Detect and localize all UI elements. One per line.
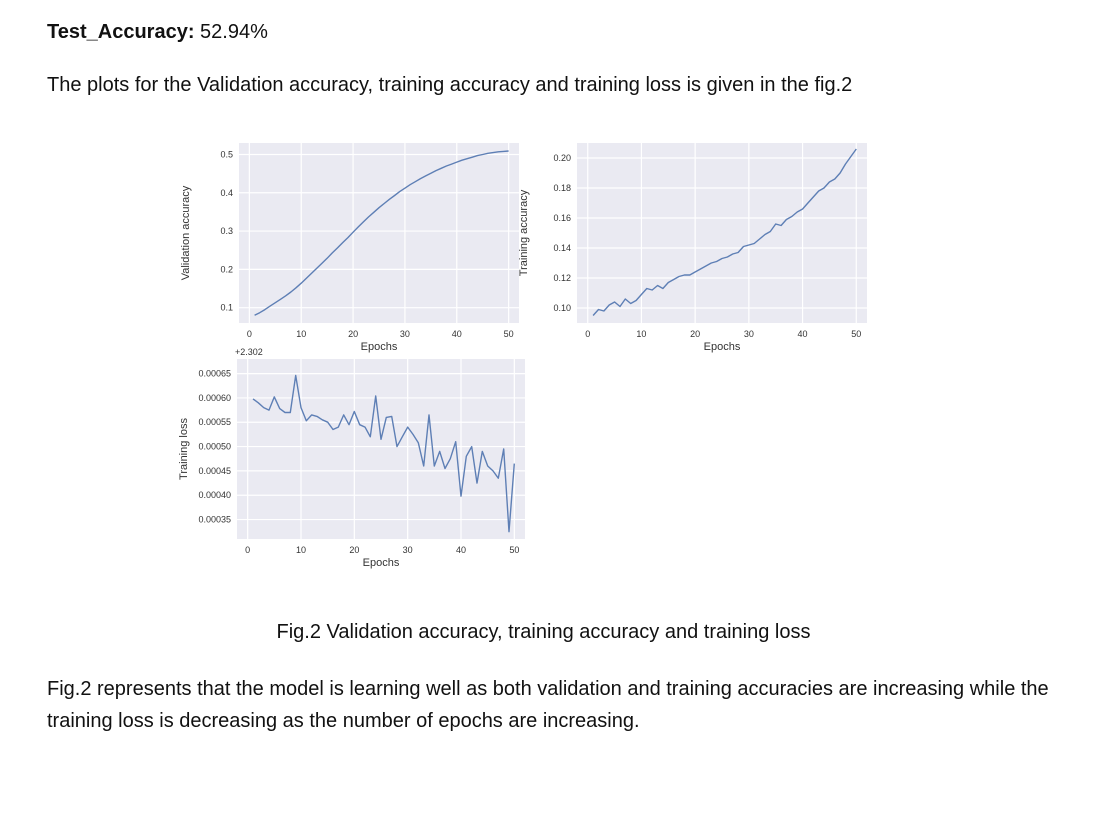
x-tick-label: 30	[744, 329, 754, 339]
x-tick-label: 20	[348, 329, 358, 339]
y-tick-label: 0.16	[553, 213, 571, 223]
test-accuracy-line: Test_Accuracy: 52.94%	[47, 20, 268, 44]
training-accuracy-chart: 0 10 20 30 40 50 0.10 0.12 0.14 0.16 0.18 0.20 Epoch…	[518, 143, 867, 353]
x-tick-label: 0	[585, 329, 590, 339]
plot-area	[237, 359, 525, 539]
y-tick-label: 0.4	[220, 188, 233, 198]
y-tick-label: 0.00040	[198, 490, 231, 500]
train-series-line	[592, 148, 857, 316]
loss-series-line	[252, 374, 515, 533]
training-loss-chart: 0 10 20 30 40 50 0.00035 0.00040 0.00045 0.00050 0…	[178, 347, 525, 569]
y-tick-label: 0.10	[553, 303, 571, 313]
x-tick-label: 40	[798, 329, 808, 339]
y-tick-label: 0.00035	[198, 515, 231, 525]
x-tick-label: 10	[636, 329, 646, 339]
x-tick-label: 0	[245, 545, 250, 555]
plot-area	[239, 143, 519, 323]
x-axis-label: Epochs	[704, 341, 741, 353]
y-tick-label: 0.3	[220, 226, 233, 236]
y-offset-label: +2.302	[235, 347, 263, 357]
y-tick-label: 0.00045	[198, 466, 231, 476]
x-tick-label: 50	[851, 329, 861, 339]
body-paragraph: Fig.2 represents that the model is learn…	[47, 678, 1049, 732]
y-tick-label: 0.00055	[198, 417, 231, 427]
y-tick-label: 0.20	[553, 153, 571, 163]
y-axis-label: Training loss	[178, 418, 190, 480]
test-accuracy-label: Test_Accuracy:	[47, 21, 195, 43]
figure-caption: Fig.2 Validation accuracy, training accu…	[276, 621, 811, 643]
intro-paragraph: The plots for the Validation accuracy, t…	[47, 74, 853, 96]
x-tick-label: 20	[690, 329, 700, 339]
x-tick-label: 50	[504, 329, 514, 339]
y-tick-label: 0.1	[220, 303, 233, 313]
x-tick-label: 30	[400, 329, 410, 339]
x-axis-label: Epochs	[361, 341, 398, 353]
y-tick-label: 0.5	[220, 149, 233, 159]
plot-area	[577, 143, 867, 323]
test-accuracy-value: 52.94%	[200, 21, 268, 43]
x-tick-label: 10	[296, 545, 306, 555]
val-series-line	[254, 150, 509, 316]
x-tick-label: 20	[349, 545, 359, 555]
y-tick-label: 0.14	[553, 243, 571, 253]
x-tick-label: 40	[456, 545, 466, 555]
x-tick-label: 50	[509, 545, 519, 555]
y-tick-label: 0.18	[553, 183, 571, 193]
x-tick-label: 30	[403, 545, 413, 555]
y-tick-label: 0.2	[220, 264, 233, 274]
y-axis-label: Training accuracy	[518, 189, 530, 276]
validation-accuracy-chart: 0 10 20 30 40 50 0.1 0.2 0.3 0.4 0.5 Epochs Validati…	[180, 143, 519, 353]
x-axis-label: Epochs	[363, 557, 400, 569]
y-tick-label: 0.00065	[198, 369, 231, 379]
x-tick-label: 0	[247, 329, 252, 339]
x-tick-label: 10	[296, 329, 306, 339]
y-tick-label: 0.00050	[198, 442, 231, 452]
x-tick-label: 40	[452, 329, 462, 339]
y-axis-label: Validation accuracy	[180, 185, 192, 280]
y-tick-label: 0.12	[553, 273, 571, 283]
y-tick-label: 0.00060	[198, 393, 231, 403]
